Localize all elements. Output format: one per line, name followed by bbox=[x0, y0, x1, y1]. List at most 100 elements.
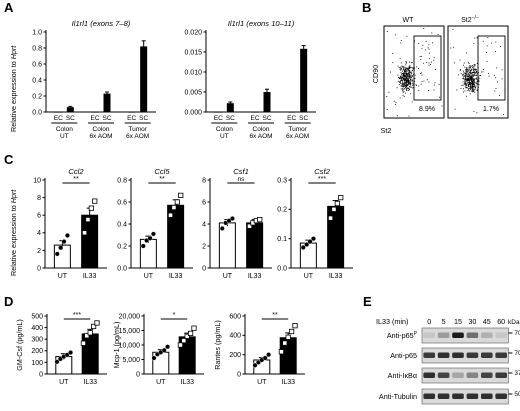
y-axis-label: Rantes (pg/mL) bbox=[213, 320, 222, 370]
x-tick-label: SC bbox=[139, 115, 148, 122]
data-point bbox=[338, 194, 344, 201]
significance-label: * bbox=[173, 312, 176, 319]
data-point bbox=[81, 230, 88, 236]
blot-band bbox=[423, 372, 435, 378]
data-point bbox=[219, 225, 225, 231]
x-tick-label: SC bbox=[66, 115, 75, 122]
data-point bbox=[167, 212, 174, 218]
flow-cytometry: CD90 St2 WT St2−/− 8.9% 1.7% bbox=[371, 15, 509, 135]
y-tick-label: 1.0 bbox=[32, 29, 42, 36]
group-label: Tumor bbox=[288, 126, 307, 133]
blot-timepoint: 15 bbox=[454, 317, 462, 326]
blot-timepoint: 30 bbox=[468, 317, 476, 326]
data-point bbox=[187, 330, 194, 337]
significance-label: ** bbox=[73, 176, 79, 183]
y-axis-label: Mcp-1 (pg/mL) bbox=[112, 322, 121, 369]
y-tick-label: 0.000 bbox=[184, 109, 202, 116]
group-label: Tumor bbox=[128, 126, 147, 133]
blot-band bbox=[452, 393, 464, 399]
data-point bbox=[87, 330, 93, 336]
blot-band bbox=[452, 352, 464, 358]
data-point bbox=[181, 338, 187, 344]
group-label: UT bbox=[60, 133, 69, 140]
data-point bbox=[184, 333, 190, 339]
data-point bbox=[257, 216, 263, 223]
blot-band bbox=[481, 372, 493, 378]
data-point bbox=[151, 355, 157, 361]
y-tick-label: 6 bbox=[37, 213, 41, 220]
blot-membrane bbox=[421, 388, 509, 405]
chart-title: Il1rl1 (exons 7–8) bbox=[72, 19, 131, 28]
data-point bbox=[85, 216, 91, 223]
y-tick-label: 0.6 bbox=[32, 61, 42, 68]
blot-membrane bbox=[421, 347, 509, 364]
data-point bbox=[334, 200, 340, 207]
chart-title: Csf1 bbox=[233, 167, 249, 176]
y-tick-label: 0.005 bbox=[184, 89, 202, 96]
x-tick-label: UT bbox=[156, 379, 166, 386]
x-tick-label: EC bbox=[214, 115, 223, 122]
blot-band bbox=[466, 332, 479, 338]
y-tick-label: 0 bbox=[202, 265, 206, 272]
x-tick-label: UT bbox=[223, 273, 233, 280]
chart-7: 0 100 200 300 400 500 GM-Csf (pg/mL) UT IL33 *** bbox=[15, 312, 107, 386]
data-point bbox=[262, 355, 268, 361]
blot-membrane bbox=[421, 327, 509, 344]
bar bbox=[246, 222, 264, 269]
data-point bbox=[292, 323, 298, 329]
y-tick-label: 4 bbox=[37, 230, 41, 237]
y-tick-label: 5,000 bbox=[122, 357, 140, 364]
blot-band bbox=[495, 332, 507, 338]
y-tick-label: 0.020 bbox=[184, 29, 202, 36]
blot-band bbox=[481, 393, 493, 399]
chart-title: Ccl5 bbox=[154, 167, 170, 176]
x-tick-label: UT bbox=[58, 273, 68, 280]
data-point bbox=[177, 342, 183, 348]
blot-row-label: Anti-p65P bbox=[387, 331, 418, 340]
bar bbox=[128, 112, 136, 113]
data-point bbox=[61, 239, 67, 245]
y-tick-label: 0.3 bbox=[277, 177, 287, 184]
kda-value: 37 bbox=[514, 370, 520, 377]
data-point bbox=[229, 215, 235, 221]
group-label: 6x AOM bbox=[286, 133, 309, 140]
data-point bbox=[64, 352, 70, 358]
data-point bbox=[282, 340, 288, 346]
data-point bbox=[278, 349, 285, 355]
y-tick-label: 300 bbox=[31, 337, 43, 344]
bar bbox=[214, 112, 222, 113]
significance-label: ** bbox=[272, 312, 278, 319]
x-tick-label: EC bbox=[54, 115, 63, 122]
y-tick-label: 0 bbox=[37, 265, 41, 272]
x-tick-label: EC bbox=[287, 115, 296, 122]
data-point bbox=[266, 352, 272, 358]
blot-band bbox=[481, 332, 493, 338]
data-point bbox=[171, 204, 177, 211]
blot-timepoint: 60 bbox=[497, 317, 505, 326]
blot-band bbox=[466, 372, 479, 378]
data-point bbox=[246, 223, 253, 229]
blot-band bbox=[466, 393, 479, 399]
bar bbox=[263, 92, 271, 112]
kda-value: 50 bbox=[514, 391, 520, 398]
data-point bbox=[54, 251, 60, 257]
data-point bbox=[310, 236, 316, 242]
bar bbox=[91, 112, 99, 113]
y-tick-label: 0.015 bbox=[184, 49, 202, 56]
blot-timepoint: 5 bbox=[442, 317, 446, 326]
panel-letter-c: C bbox=[4, 152, 14, 167]
flow-title-ko: St2−/− bbox=[461, 15, 479, 24]
x-tick-label: SC bbox=[262, 115, 271, 122]
chart-8: 0 5,000 10,000 15,000 20,000 Mcp-1 (pg/mL) UT I… bbox=[112, 312, 204, 386]
panel-c-ylabel: Relative expression to Hprt bbox=[9, 189, 18, 276]
data-point bbox=[68, 350, 74, 356]
blot-band bbox=[495, 393, 507, 399]
flow-ylabel: CD90 bbox=[371, 65, 380, 83]
data-point bbox=[140, 243, 146, 249]
data-point bbox=[331, 206, 337, 212]
x-tick-label: IL33 bbox=[281, 379, 295, 386]
blot-band bbox=[423, 393, 435, 399]
x-tick-label: SC bbox=[102, 115, 111, 122]
y-tick-label: 10 bbox=[33, 177, 41, 184]
